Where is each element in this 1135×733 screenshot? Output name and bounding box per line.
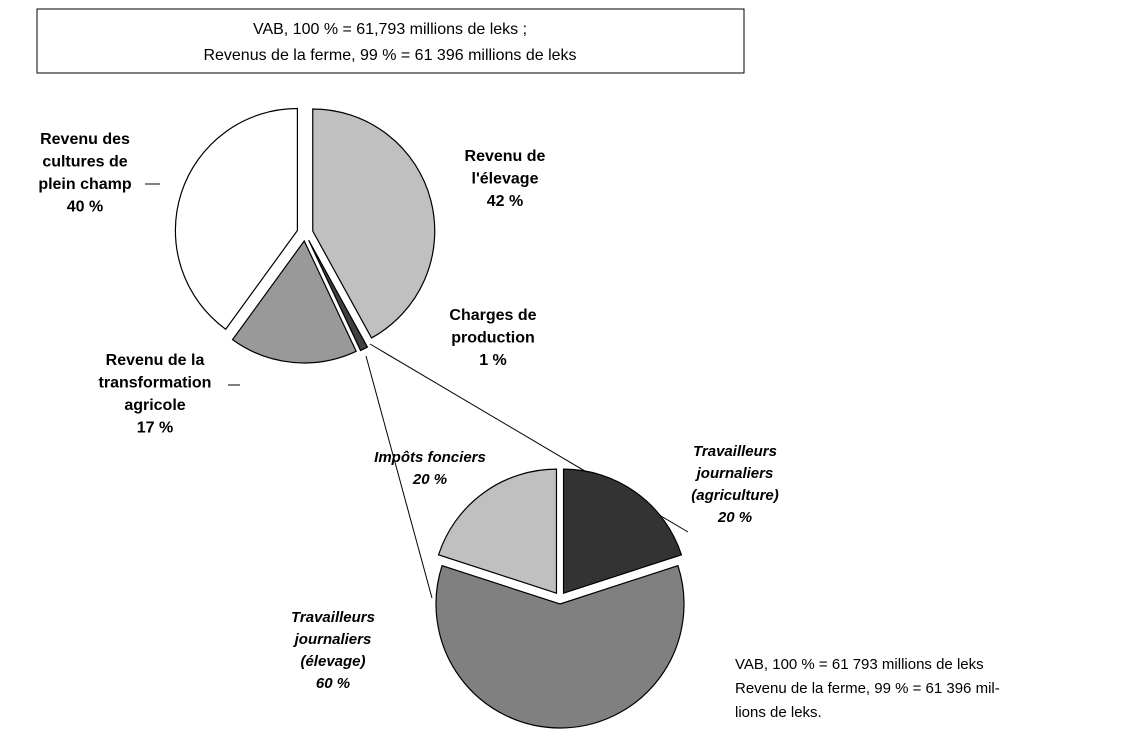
slice-label: Travailleurs journaliers (élevage) bbox=[291, 609, 375, 670]
footnote: VAB, 100 % = 61 793 millions de leks bbox=[735, 656, 984, 673]
footnote: lions de leks. bbox=[735, 704, 822, 721]
value-label: 42 % bbox=[487, 193, 523, 210]
value-label: 20 % bbox=[717, 509, 752, 526]
slice-label: Charges de production bbox=[449, 307, 536, 347]
header-line: VAB, 100 % = 61,793 millions de leks ; bbox=[253, 21, 527, 38]
pie-slice bbox=[562, 468, 683, 594]
value-label: 60 % bbox=[316, 675, 350, 692]
footnote: Revenu de la ferme, 99 % = 61 396 mil- bbox=[735, 680, 1000, 697]
pie-slice bbox=[437, 468, 558, 594]
pie-slice bbox=[174, 107, 298, 331]
slice-label: Revenu de l'élevage bbox=[465, 148, 546, 188]
pie-slice bbox=[312, 108, 436, 339]
slice-label: Revenu de la transformation agricole bbox=[99, 352, 212, 414]
slice-label: Travailleurs journaliers (agriculture) bbox=[691, 443, 779, 504]
header-line: Revenus de la ferme, 99 % = 61 396 milli… bbox=[203, 47, 576, 64]
pie-slice bbox=[308, 239, 369, 352]
value-label: 1 % bbox=[479, 352, 507, 369]
pie-slice bbox=[231, 239, 357, 364]
pie-slice bbox=[435, 564, 685, 729]
slice-label: Revenu des cultures de plein champ bbox=[38, 131, 132, 193]
value-label: 40 % bbox=[67, 199, 103, 216]
connector bbox=[365, 355, 433, 599]
slice-label: Impôts fonciers bbox=[374, 449, 486, 466]
value-label: 17 % bbox=[137, 420, 173, 437]
value-label: 20 % bbox=[412, 471, 447, 488]
header-box bbox=[36, 8, 745, 74]
